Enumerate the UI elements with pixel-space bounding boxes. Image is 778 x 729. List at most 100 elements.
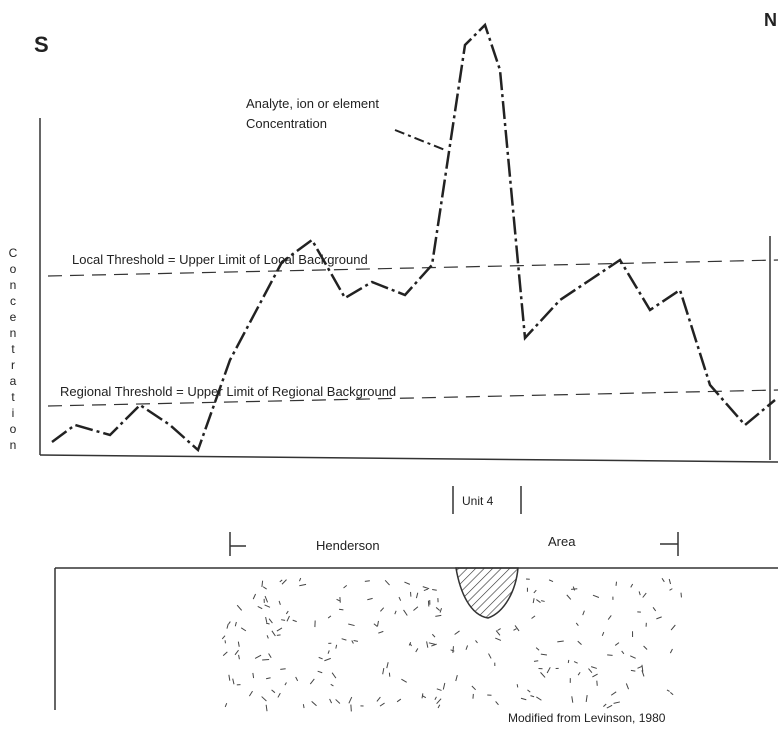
texture-mark bbox=[630, 656, 635, 659]
texture-mark bbox=[238, 642, 239, 647]
texture-mark bbox=[272, 631, 275, 636]
texture-mark bbox=[296, 677, 298, 681]
texture-mark bbox=[438, 705, 440, 708]
texture-mark bbox=[670, 649, 672, 653]
ore-body bbox=[456, 568, 518, 618]
texture-mark bbox=[342, 639, 347, 640]
texture-mark bbox=[423, 696, 426, 698]
texture-mark bbox=[536, 697, 541, 700]
texture-mark bbox=[541, 672, 546, 677]
texture-mark bbox=[602, 632, 604, 636]
texture-mark bbox=[299, 584, 306, 585]
texture-mark bbox=[367, 598, 372, 599]
texture-mark bbox=[578, 641, 582, 645]
texture-mark bbox=[532, 616, 536, 619]
texture-mark bbox=[349, 697, 352, 703]
texture-mark bbox=[432, 634, 435, 637]
texture-mark bbox=[280, 669, 285, 670]
texture-mark bbox=[380, 608, 383, 612]
texture-mark bbox=[429, 643, 435, 645]
texture-mark bbox=[378, 621, 379, 626]
texture-mark bbox=[277, 635, 281, 636]
texture-mark bbox=[328, 616, 331, 618]
texture-mark bbox=[495, 638, 501, 640]
texture-mark bbox=[536, 600, 540, 603]
texture-mark bbox=[571, 589, 577, 590]
texture-mark bbox=[385, 580, 389, 585]
texture-mark bbox=[331, 684, 334, 686]
texture-mark bbox=[530, 696, 534, 697]
texture-mark bbox=[258, 606, 262, 608]
texture-mark bbox=[631, 584, 633, 587]
texture-mark bbox=[222, 636, 225, 639]
texture-mark bbox=[354, 641, 358, 642]
texture-mark bbox=[572, 696, 573, 702]
texture-mark bbox=[227, 624, 228, 629]
area-label-right: Area bbox=[548, 534, 576, 549]
texture-mark bbox=[424, 589, 428, 591]
texture-mark bbox=[269, 619, 272, 623]
texture-mark bbox=[336, 699, 340, 703]
texture-mark bbox=[395, 611, 396, 614]
texture-mark bbox=[669, 579, 670, 584]
texture-mark bbox=[639, 591, 640, 595]
texture-mark bbox=[225, 703, 227, 707]
label-pointer bbox=[395, 130, 445, 150]
texture-mark bbox=[380, 703, 385, 706]
texture-mark bbox=[324, 658, 330, 660]
texture-mark bbox=[456, 675, 458, 681]
texture-mark bbox=[332, 673, 336, 678]
spacer bbox=[350, 135, 440, 140]
texture-mark bbox=[527, 690, 530, 692]
texture-mark bbox=[586, 695, 587, 702]
texture-mark bbox=[437, 689, 442, 691]
texture-mark bbox=[423, 587, 429, 589]
texture-mark bbox=[235, 650, 238, 655]
texture-mark bbox=[272, 690, 275, 693]
texture-mark bbox=[536, 648, 539, 651]
texture-mark bbox=[337, 599, 340, 601]
texture-mark bbox=[496, 631, 500, 636]
texture-mark bbox=[496, 701, 499, 704]
texture-mark bbox=[427, 641, 428, 647]
texture-mark bbox=[378, 631, 383, 633]
texture-mark bbox=[286, 611, 288, 614]
texture-mark bbox=[451, 650, 455, 651]
texture-mark bbox=[608, 615, 611, 619]
texture-mark bbox=[344, 585, 347, 588]
x-axis bbox=[40, 455, 778, 462]
texture-mark bbox=[348, 624, 354, 626]
texture-mark bbox=[513, 629, 516, 631]
texture-mark bbox=[383, 668, 384, 674]
texture-mark bbox=[328, 650, 329, 653]
texture-mark bbox=[319, 657, 323, 659]
texture-mark bbox=[622, 651, 624, 654]
texture-mark bbox=[534, 590, 536, 593]
texture-mark bbox=[277, 628, 282, 631]
texture-mark bbox=[339, 609, 343, 610]
texture-mark bbox=[472, 686, 476, 690]
texture-mark bbox=[235, 622, 236, 626]
texture-mark bbox=[352, 641, 354, 644]
texture-mark bbox=[615, 643, 619, 646]
texture-mark bbox=[436, 607, 440, 610]
curve-label-line1: Analyte, ion or element bbox=[246, 96, 379, 111]
texture-mark bbox=[644, 646, 648, 649]
texture-mark bbox=[614, 702, 620, 703]
figure: S N Local Threshold = Upper Limit of Loc… bbox=[0, 0, 778, 729]
texture-mark bbox=[591, 667, 597, 669]
unit-label: Unit 4 bbox=[462, 494, 494, 508]
texture-mark bbox=[263, 587, 267, 589]
texture-mark bbox=[223, 652, 227, 656]
texture-mark bbox=[229, 622, 231, 625]
texture-mark bbox=[229, 675, 230, 681]
texture-mark bbox=[489, 654, 492, 659]
texture-mark bbox=[593, 595, 599, 597]
texture-mark bbox=[631, 670, 635, 671]
texture-mark bbox=[578, 672, 580, 675]
texture-mark bbox=[607, 705, 612, 708]
texture-mark bbox=[534, 661, 538, 662]
texture-mark bbox=[266, 678, 270, 679]
texture-mark bbox=[656, 617, 661, 619]
texture-mark bbox=[432, 590, 437, 591]
